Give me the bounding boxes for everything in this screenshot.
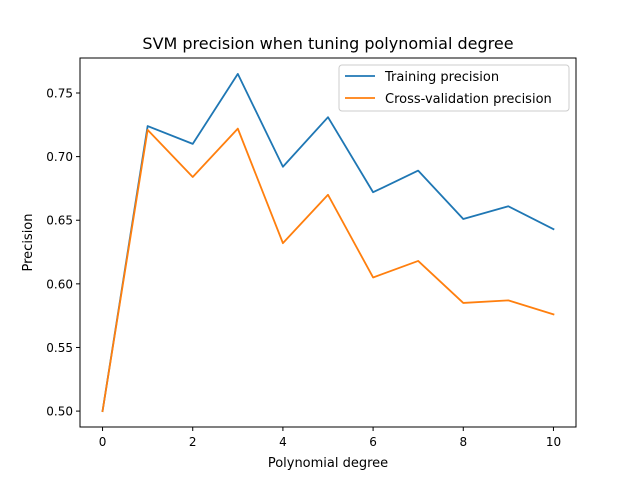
x-axis-label: Polynomial degree: [268, 456, 388, 471]
y-tick-label: 0.70: [46, 150, 73, 164]
legend-label-cross-validation: Cross-validation precision: [385, 92, 552, 107]
y-axis-label: Precision: [21, 213, 36, 271]
plot-area: 0 2 4 6 8 10 0.50 0.55 0.60 0.65 0.70 0.75: [46, 57, 577, 449]
y-tick-label: 0.50: [46, 405, 73, 419]
legend-label-training: Training precision: [384, 70, 499, 85]
axes-frame: [79, 57, 577, 428]
series-line-training: [101, 73, 555, 413]
x-tick-label: 4: [279, 435, 287, 449]
x-axis: 0 2 4 6 8 10: [99, 427, 561, 449]
y-tick-label: 0.60: [46, 277, 73, 291]
legend-box: [338, 64, 570, 112]
y-axis: 0.50 0.55 0.60 0.65 0.70 0.75: [46, 86, 80, 419]
x-tick-label: 6: [369, 435, 377, 449]
x-tick-label: 0: [99, 435, 107, 449]
series-lines: [101, 73, 555, 413]
y-tick-label: 0.65: [46, 214, 73, 228]
y-tick-label: 0.75: [46, 86, 73, 100]
legend: Training precision Cross-validation prec…: [338, 64, 570, 112]
chart-title: SVM precision when tuning polynomial deg…: [142, 34, 513, 53]
x-tick-label: 8: [459, 435, 467, 449]
x-tick-label: 2: [189, 435, 197, 449]
x-tick-label: 10: [546, 435, 561, 449]
y-tick-label: 0.55: [46, 341, 73, 355]
series-line-cross-validation: [101, 127, 555, 413]
